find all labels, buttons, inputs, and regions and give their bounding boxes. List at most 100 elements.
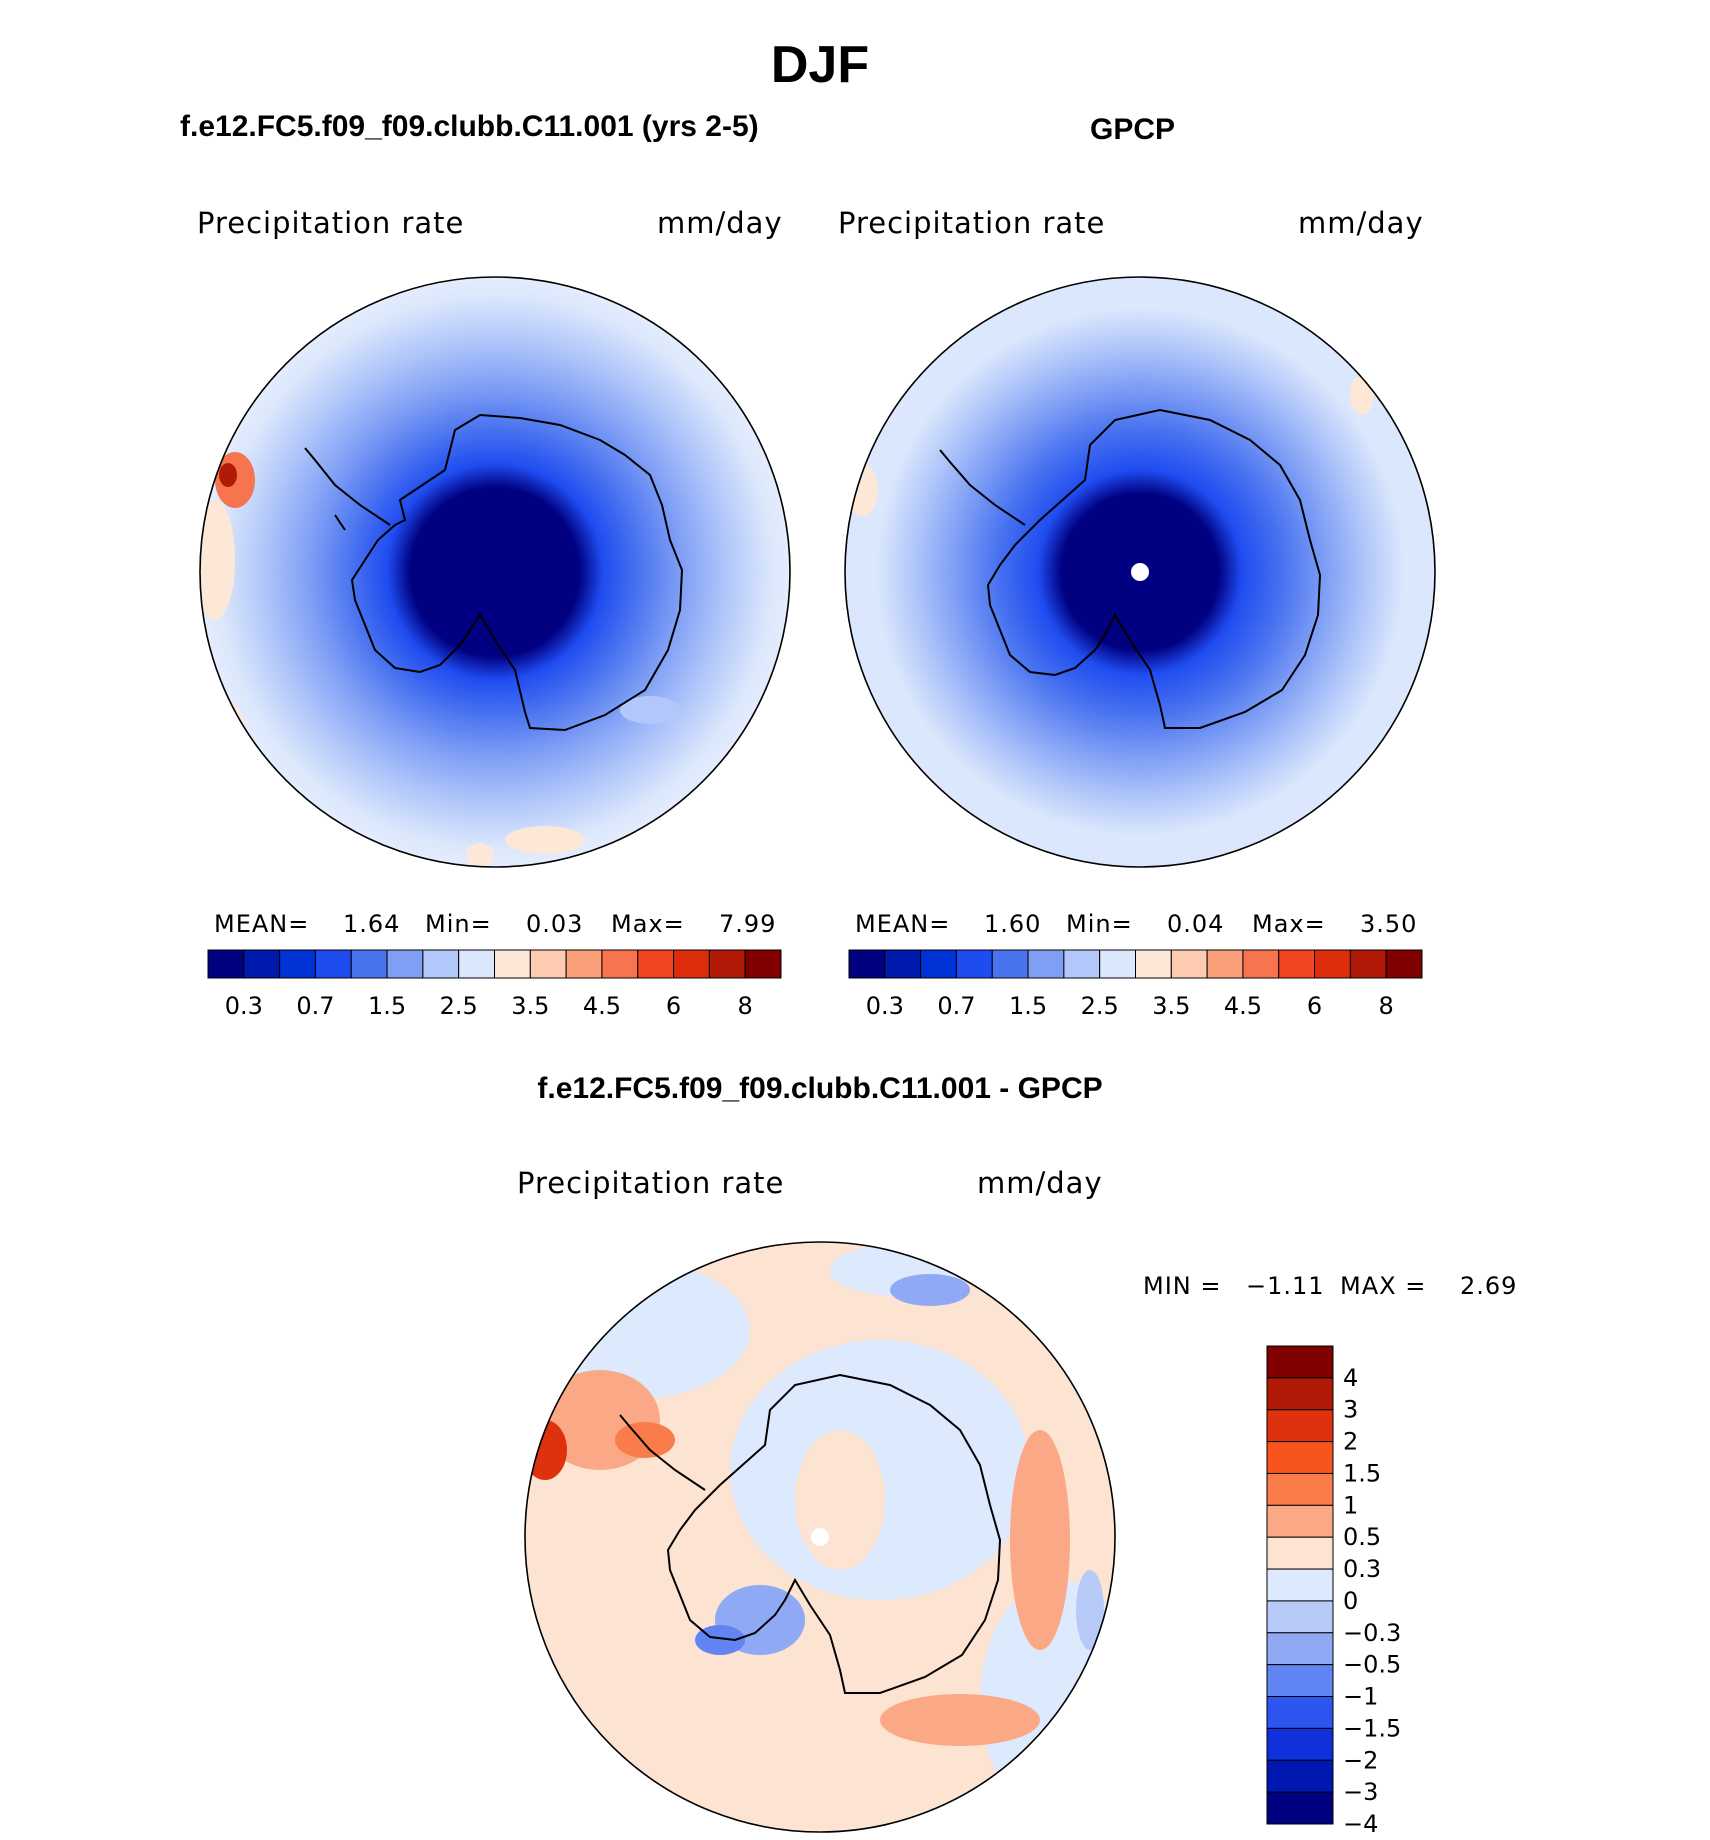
colorbar-swatch-obs [848, 949, 886, 979]
colorbar-swatch-model [494, 949, 531, 979]
colorbar-swatch-diff [1266, 1472, 1334, 1506]
colorbar-swatch-model [243, 949, 281, 979]
colorbar-tick-label-diff: −0.5 [1343, 1651, 1401, 1679]
antarctica-coastline-obs [986, 408, 1322, 729]
colorbar-tick-label-diff: −0.3 [1343, 1619, 1401, 1647]
colorbar-tick-label-diff: 1.5 [1343, 1459, 1381, 1487]
colorbar-tick-label-obs: 0.3 [866, 992, 904, 1020]
colorbar-tick-label-model: 0.3 [225, 992, 263, 1020]
variable-label-model: Precipitation rate [197, 206, 465, 240]
stat-mean-label-obs: MEAN= [855, 910, 951, 938]
colorbar-tick-label-model: 0.7 [296, 992, 334, 1020]
colorbar-swatch-model [314, 949, 352, 979]
colorbar-swatch-obs [1206, 949, 1244, 979]
colorbar-tick-label-obs: 0.7 [937, 992, 975, 1020]
stat-min-value-diff: −1.11 [1246, 1272, 1325, 1300]
stat-min-label-model: Min= [425, 910, 492, 938]
colorbar-tick-label-obs: 1.5 [1009, 992, 1047, 1020]
stat-mean-label-model: MEAN= [214, 910, 310, 938]
variable-label-diff: Precipitation rate [517, 1166, 785, 1200]
colorbar-swatch-diff [1266, 1632, 1334, 1666]
colorbar-tick-label-diff: 1 [1343, 1491, 1358, 1519]
colorbar-swatch-model [279, 949, 316, 979]
colorbar-swatch-obs [1385, 949, 1423, 979]
colorbar-swatch-model [422, 949, 460, 979]
colorbar-tick-label-diff: 0 [1343, 1587, 1358, 1615]
colorbar-swatch-obs [1063, 949, 1101, 979]
colorbar-tick-label-obs: 4.5 [1224, 992, 1262, 1020]
colorbar-swatch-diff [1266, 1504, 1334, 1538]
panel-title-obs: GPCP [1090, 113, 1176, 146]
colorbar-swatch-model [708, 949, 746, 979]
stat-max-label-model: Max= [611, 910, 685, 938]
stat-max-value-model: 7.99 [719, 910, 777, 938]
map-boundary-diff [524, 1241, 1116, 1833]
colorbar-swatch-diff [1266, 1441, 1334, 1474]
stat-mean-value-model: 1.64 [343, 910, 401, 938]
antarctica-coastline-model [350, 413, 684, 732]
colorbar-tick-label-model: 4.5 [583, 992, 621, 1020]
map-panel-model [199, 276, 791, 868]
colorbar-swatch-diff [1266, 1568, 1334, 1602]
colorbar-swatch-diff [1266, 1791, 1334, 1825]
colorbar-swatch-obs [955, 949, 993, 979]
colorbar-swatch-obs [1242, 949, 1280, 979]
colorbar-tick-label-obs: 8 [1379, 992, 1394, 1020]
colorbar-swatch-diff [1266, 1536, 1334, 1570]
colorbar-tick-label-diff: −1.5 [1343, 1714, 1401, 1742]
units-label-diff: mm/day [977, 1166, 1103, 1200]
map-panel-diff [524, 1241, 1116, 1833]
colorbar-swatch-diff [1266, 1664, 1334, 1698]
panel-title-model: f.e12.FC5.f09_f09.clubb.C11.001 (yrs 2-5… [180, 110, 759, 143]
stat-max-value-obs: 3.50 [1360, 910, 1418, 938]
colorbar-model: 0.3 0.7 1.5 2.5 3.5 4.5 6 8 [207, 949, 782, 1020]
colorbar-swatch-model [601, 949, 639, 979]
stat-max-value-diff: 2.69 [1460, 1272, 1518, 1300]
stat-mean-value-obs: 1.60 [984, 910, 1042, 938]
units-label-model: mm/day [657, 206, 783, 240]
colorbar-tick-label-diff: 0.3 [1343, 1555, 1381, 1583]
colorbar-tick-label-diff: 3 [1343, 1396, 1358, 1424]
precip-field-diff [525, 1242, 1115, 1832]
colorbar-tick-label-diff: −4 [1343, 1810, 1378, 1838]
colorbar-tick-label-diff: −2 [1343, 1746, 1378, 1774]
colorbar-swatch-diff [1266, 1759, 1334, 1793]
colorbar-swatch-model [386, 949, 424, 979]
map-boundary-obs [844, 276, 1436, 868]
colorbar-tick-label-diff: −1 [1343, 1683, 1378, 1711]
colorbar-swatch-model [637, 949, 675, 979]
colorbar-swatch-model [673, 949, 710, 979]
stat-min-label-diff: MIN = [1143, 1272, 1222, 1300]
pole-hole-obs [1131, 563, 1149, 581]
colorbar-tick-label-obs: 2.5 [1081, 992, 1119, 1020]
stat-min-value-model: 0.03 [526, 910, 584, 938]
stat-min-value-obs: 0.04 [1167, 910, 1225, 938]
colorbar-swatch-model [744, 949, 782, 979]
panel-title-diff: f.e12.FC5.f09_f09.clubb.C11.001 - GPCP [537, 1072, 1103, 1105]
colorbar-swatch-model [458, 949, 495, 979]
colorbar-tick-label-model: 2.5 [440, 992, 478, 1020]
colorbar-swatch-obs [920, 949, 957, 979]
colorbar-swatch-model [350, 949, 388, 979]
colorbar-swatch-diff [1266, 1600, 1334, 1634]
stat-min-label-obs: Min= [1066, 910, 1133, 938]
colorbar-obs: 0.3 0.7 1.5 2.5 3.5 4.5 6 8 [848, 949, 1423, 1020]
colorbar-swatch-obs [1027, 949, 1065, 979]
colorbar-tick-label-model: 6 [666, 992, 681, 1020]
colorbar-diff: 4 3 2 1.5 1 0.5 0.3 0 −0.3 −0.5 −1 −1.5 −2 −3 −4 [1266, 1345, 1401, 1838]
colorbar-swatch-diff [1266, 1345, 1334, 1379]
colorbar-tick-label-model: 8 [738, 992, 753, 1020]
colorbar-tick-label-diff: 4 [1343, 1364, 1358, 1392]
colorbar-tick-label-model: 3.5 [511, 992, 549, 1020]
colorbar-tick-label-diff: −3 [1343, 1778, 1378, 1806]
pole-hole-diff [811, 1528, 829, 1546]
colorbar-swatch-model [529, 949, 567, 979]
colorbar-swatch-diff [1266, 1727, 1334, 1761]
colorbar-swatch-obs [1099, 949, 1136, 979]
units-label-obs: mm/day [1298, 206, 1424, 240]
colorbar-swatch-obs [1349, 949, 1387, 979]
colorbar-tick-label-model: 1.5 [368, 992, 406, 1020]
colorbar-swatch-model [207, 949, 245, 979]
map-panel-obs [844, 276, 1436, 868]
